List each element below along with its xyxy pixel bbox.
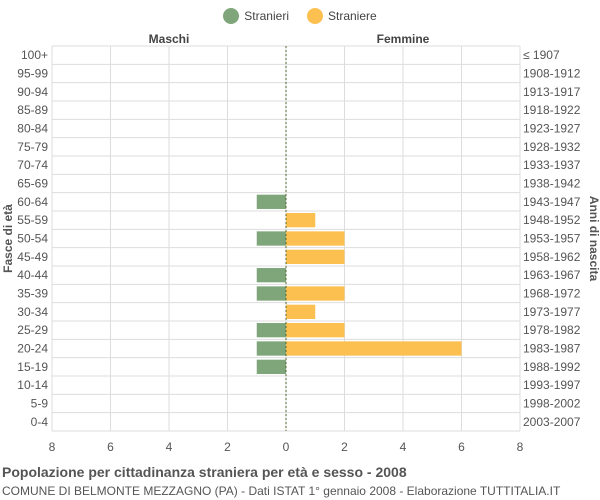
birth-year-tick-label: 1938-1942 [523, 177, 581, 191]
birth-year-tick-label: 1908-1912 [523, 67, 581, 81]
age-group-tick-label: 60-64 [17, 195, 48, 209]
population-pyramid-chart: Maschi Femmine 100+ ≤ 1907 95-99 1908-1912 90-… [1, 32, 600, 454]
age-group-tick-label: 70-74 [17, 158, 48, 172]
x-axis-tick-label: 6 [458, 440, 465, 454]
bar-male [256, 323, 286, 338]
legend-label-female: Straniere [327, 9, 377, 23]
age-group-tick-label: 55-59 [17, 213, 48, 227]
birth-year-tick-label: 1998-2002 [523, 397, 581, 411]
age-group-tick-label: 5-9 [31, 397, 49, 411]
birth-year-tick-label: 1933-1937 [523, 158, 581, 172]
age-group-tick-label: 80-84 [17, 122, 48, 136]
age-group-tick-label: 30-34 [17, 305, 48, 319]
bar-male [256, 268, 286, 283]
legend-label-male: Stranieri [244, 9, 289, 23]
bar-female [286, 304, 316, 319]
birth-year-tick-label: 1993-1997 [523, 378, 581, 392]
legend-item-male[interactable]: Stranieri [223, 8, 289, 24]
y-axis-title-right: Anni di nascita [587, 196, 600, 282]
age-group-tick-label: 100+ [21, 48, 48, 62]
x-axis-tick-label: 8 [49, 440, 56, 454]
birth-year-tick-label: 1958-1962 [523, 250, 581, 264]
age-group-tick-label: 35-39 [17, 287, 48, 301]
birth-year-tick-label: 1968-1972 [523, 287, 581, 301]
birth-year-tick-label: 1988-1992 [523, 360, 581, 374]
legend-swatch-female [306, 8, 323, 24]
legend-swatch-male [223, 8, 240, 24]
x-axis-tick-label: 6 [107, 440, 114, 454]
bar-male [256, 194, 286, 209]
bar-female [286, 249, 345, 264]
birth-year-tick-label: ≤ 1907 [523, 48, 560, 62]
bar-female [286, 341, 462, 356]
bar-male [256, 286, 286, 301]
x-axis-tick-label: 2 [341, 440, 348, 454]
x-axis-tick-label: 4 [400, 440, 407, 454]
age-group-tick-label: 85-89 [17, 103, 48, 117]
birth-year-tick-label: 1948-1952 [523, 213, 581, 227]
x-axis-tick-label: 2 [224, 440, 231, 454]
age-group-tick-label: 15-19 [17, 360, 48, 374]
age-group-tick-label: 0-4 [31, 415, 49, 429]
age-group-tick-label: 50-54 [17, 232, 48, 246]
birth-year-tick-label: 1983-1987 [523, 342, 581, 356]
birth-year-tick-label: 1963-1967 [523, 268, 581, 282]
y-axis-title-left: Fasce di età [1, 204, 15, 273]
chart-caption-subtitle: COMUNE DI BELMONTE MEZZAGNO (PA) - Dati … [2, 484, 561, 498]
age-group-tick-label: 65-69 [17, 177, 48, 191]
age-group-tick-label: 40-44 [17, 268, 48, 282]
birth-year-tick-label: 2003-2007 [523, 415, 581, 429]
age-group-tick-label: 20-24 [17, 342, 48, 356]
bar-male [256, 231, 286, 246]
bar-male [256, 359, 286, 374]
birth-year-tick-label: 1973-1977 [523, 305, 581, 319]
x-axis-tick-label: 4 [166, 440, 173, 454]
birth-year-tick-label: 1953-1957 [523, 232, 581, 246]
age-group-tick-label: 25-29 [17, 323, 48, 337]
legend: Stranieri Straniere [0, 6, 600, 26]
bar-female [286, 213, 316, 228]
left-header-label: Maschi [149, 32, 190, 46]
age-group-tick-label: 75-79 [17, 140, 48, 154]
bar-female [286, 286, 345, 301]
age-group-tick-label: 10-14 [17, 378, 48, 392]
age-group-tick-label: 90-94 [17, 85, 48, 99]
birth-year-tick-label: 1978-1982 [523, 323, 581, 337]
age-group-tick-label: 95-99 [17, 67, 48, 81]
birth-year-tick-label: 1913-1917 [523, 85, 581, 99]
birth-year-tick-label: 1928-1932 [523, 140, 581, 154]
right-header-label: Femmine [377, 32, 430, 46]
birth-year-tick-label: 1918-1922 [523, 103, 581, 117]
chart-caption-title: Popolazione per cittadinanza straniera p… [2, 464, 407, 480]
bar-male [256, 341, 286, 356]
birth-year-tick-label: 1923-1927 [523, 122, 581, 136]
x-axis-tick-label: 0 [283, 440, 290, 454]
x-axis-tick-label: 8 [517, 440, 524, 454]
legend-item-female[interactable]: Straniere [306, 8, 377, 24]
birth-year-tick-label: 1943-1947 [523, 195, 581, 209]
age-group-tick-label: 45-49 [17, 250, 48, 264]
bar-female [286, 231, 345, 246]
bar-female [286, 323, 345, 338]
